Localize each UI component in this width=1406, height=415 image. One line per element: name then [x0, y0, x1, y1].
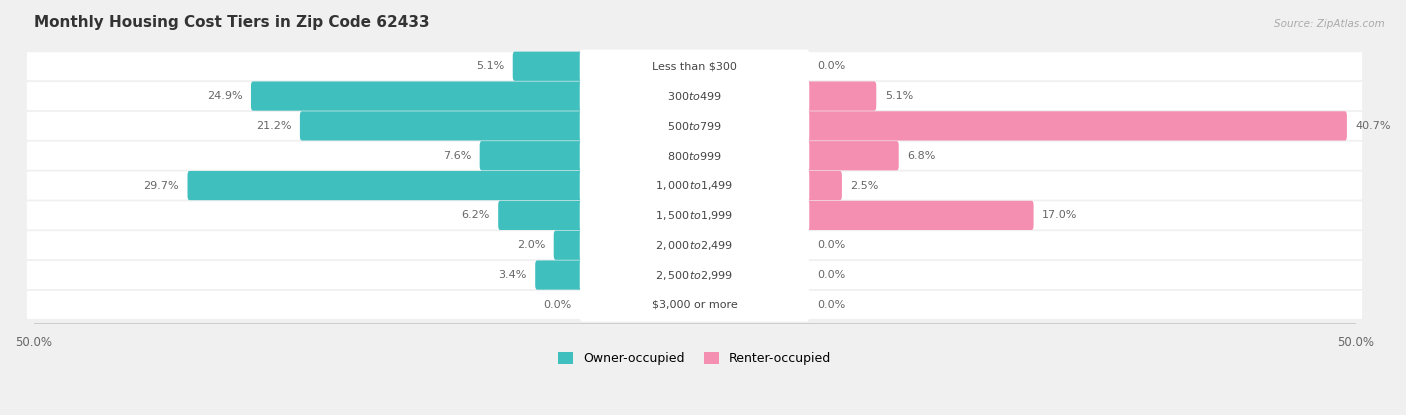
- Text: $2,000 to $2,499: $2,000 to $2,499: [655, 239, 734, 252]
- Text: 6.2%: 6.2%: [461, 210, 489, 220]
- FancyBboxPatch shape: [27, 231, 1362, 259]
- FancyBboxPatch shape: [27, 112, 1362, 140]
- FancyBboxPatch shape: [579, 229, 810, 262]
- FancyBboxPatch shape: [27, 171, 1362, 200]
- FancyBboxPatch shape: [554, 231, 583, 260]
- Text: Less than $300: Less than $300: [652, 61, 737, 71]
- Text: 0.0%: 0.0%: [817, 240, 845, 250]
- Text: Monthly Housing Cost Tiers in Zip Code 62433: Monthly Housing Cost Tiers in Zip Code 6…: [34, 15, 429, 30]
- Text: 17.0%: 17.0%: [1042, 210, 1077, 220]
- FancyBboxPatch shape: [579, 199, 810, 232]
- Text: $1,500 to $1,999: $1,500 to $1,999: [655, 209, 734, 222]
- FancyBboxPatch shape: [579, 49, 810, 83]
- Text: 21.2%: 21.2%: [256, 121, 291, 131]
- FancyBboxPatch shape: [498, 201, 583, 230]
- Text: 24.9%: 24.9%: [207, 91, 242, 101]
- Text: 7.6%: 7.6%: [443, 151, 471, 161]
- FancyBboxPatch shape: [579, 109, 810, 143]
- Text: 3.4%: 3.4%: [498, 270, 527, 280]
- FancyBboxPatch shape: [804, 111, 1347, 141]
- Text: 5.1%: 5.1%: [475, 61, 505, 71]
- FancyBboxPatch shape: [250, 81, 583, 111]
- Text: 2.5%: 2.5%: [851, 181, 879, 190]
- Text: $500 to $799: $500 to $799: [666, 120, 721, 132]
- Text: $2,500 to $2,999: $2,500 to $2,999: [655, 269, 734, 281]
- Text: 5.1%: 5.1%: [884, 91, 912, 101]
- FancyBboxPatch shape: [804, 141, 898, 170]
- Text: 0.0%: 0.0%: [543, 300, 572, 310]
- Text: Source: ZipAtlas.com: Source: ZipAtlas.com: [1274, 19, 1385, 29]
- FancyBboxPatch shape: [479, 141, 583, 170]
- FancyBboxPatch shape: [579, 169, 810, 202]
- Text: 2.0%: 2.0%: [517, 240, 546, 250]
- Text: $1,000 to $1,499: $1,000 to $1,499: [655, 179, 734, 192]
- Text: 0.0%: 0.0%: [817, 300, 845, 310]
- FancyBboxPatch shape: [579, 79, 810, 113]
- FancyBboxPatch shape: [804, 201, 1033, 230]
- Text: $3,000 or more: $3,000 or more: [651, 300, 737, 310]
- FancyBboxPatch shape: [27, 82, 1362, 110]
- Text: 0.0%: 0.0%: [817, 61, 845, 71]
- Text: 0.0%: 0.0%: [817, 270, 845, 280]
- Text: 40.7%: 40.7%: [1355, 121, 1391, 131]
- FancyBboxPatch shape: [27, 261, 1362, 289]
- Text: 29.7%: 29.7%: [143, 181, 179, 190]
- FancyBboxPatch shape: [579, 139, 810, 172]
- FancyBboxPatch shape: [804, 81, 876, 111]
- FancyBboxPatch shape: [299, 111, 583, 141]
- FancyBboxPatch shape: [513, 51, 583, 81]
- FancyBboxPatch shape: [27, 52, 1362, 80]
- FancyBboxPatch shape: [27, 291, 1362, 319]
- Text: $300 to $499: $300 to $499: [666, 90, 721, 102]
- Text: $800 to $999: $800 to $999: [666, 150, 721, 162]
- FancyBboxPatch shape: [804, 171, 842, 200]
- Text: 6.8%: 6.8%: [907, 151, 936, 161]
- FancyBboxPatch shape: [27, 201, 1362, 229]
- FancyBboxPatch shape: [536, 261, 583, 290]
- FancyBboxPatch shape: [27, 142, 1362, 170]
- FancyBboxPatch shape: [579, 288, 810, 322]
- FancyBboxPatch shape: [187, 171, 583, 200]
- Legend: Owner-occupied, Renter-occupied: Owner-occupied, Renter-occupied: [553, 347, 835, 370]
- FancyBboxPatch shape: [579, 258, 810, 292]
